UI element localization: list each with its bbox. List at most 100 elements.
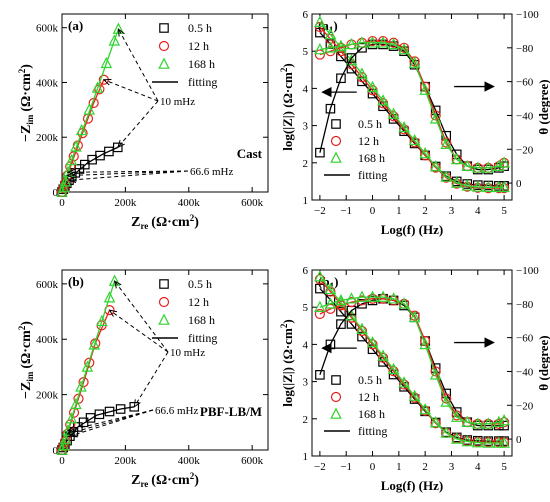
- modulus-point: [440, 426, 452, 438]
- phase-point: [450, 152, 463, 165]
- modulus-fitting-line: [319, 276, 505, 444]
- modulus-point: [346, 312, 357, 323]
- data-point: [57, 181, 70, 193]
- phase-point: [315, 370, 325, 380]
- modulus-point: [408, 389, 421, 401]
- legend-label: fitting: [188, 75, 217, 89]
- data-point: [104, 406, 115, 417]
- y-tick-label: 4: [303, 83, 309, 95]
- x-tick-label: 3: [449, 461, 455, 473]
- y-axis-label-right: θ (degree): [536, 335, 550, 390]
- data-point: [65, 412, 78, 424]
- y-tick-label-right: −40: [516, 110, 534, 122]
- phase-point: [440, 137, 452, 149]
- phase-point: [377, 36, 389, 48]
- phase-point: [398, 297, 410, 309]
- modulus-point: [325, 286, 336, 297]
- modulus-point: [499, 182, 510, 194]
- modulus-point: [388, 111, 399, 122]
- modulus-point: [314, 15, 326, 27]
- data-point: [75, 123, 88, 136]
- modulus-point: [440, 170, 452, 182]
- legend-marker: [159, 279, 169, 289]
- phase-point: [498, 413, 510, 426]
- phase-point: [357, 299, 367, 309]
- phase-point: [314, 42, 326, 55]
- y-tick-label: 0: [53, 445, 59, 457]
- legend-label: 12 h: [358, 390, 379, 404]
- phase-point: [346, 53, 357, 63]
- phase-point: [356, 36, 368, 48]
- modulus-point: [408, 133, 421, 146]
- phase-point: [324, 297, 337, 309]
- modulus-point: [388, 366, 399, 377]
- legend-label: 0.5 h: [358, 373, 382, 387]
- phase-point: [367, 293, 378, 304]
- modulus-point: [498, 180, 510, 193]
- modulus-point: [366, 80, 379, 93]
- modulus-point: [324, 282, 337, 295]
- x-tick-label: −1: [340, 205, 352, 217]
- data-point: [103, 291, 116, 303]
- data-point: [75, 380, 87, 392]
- phase-point: [419, 337, 431, 350]
- x-tick-label: 3: [449, 205, 455, 217]
- x-tick-label: −2: [314, 205, 326, 217]
- y-tick-label: 200k: [36, 132, 59, 144]
- phase-fitting-line: [319, 42, 505, 169]
- annotation-arrow: [69, 170, 189, 180]
- y-tick-label: 2: [303, 158, 309, 170]
- phase-point: [399, 46, 409, 56]
- x-tick-label: 0: [59, 455, 65, 467]
- y-tick-label-right: −100: [516, 265, 539, 277]
- phase-point: [493, 159, 505, 171]
- modulus-point: [315, 283, 325, 294]
- phase-point: [499, 420, 509, 431]
- phase-point: [325, 103, 336, 114]
- y-tick-label: 1: [303, 195, 309, 207]
- modulus-fitting-line: [319, 278, 505, 443]
- phase-fitting-line: [319, 296, 505, 425]
- modulus-point: [387, 107, 400, 119]
- annotation-arrow: [68, 171, 189, 172]
- data-point: [88, 338, 101, 350]
- modulus-point: [461, 179, 474, 191]
- modulus-point: [472, 180, 484, 192]
- modulus-point: [356, 67, 368, 79]
- legend-label: 168 h: [358, 151, 385, 165]
- x-tick-label: 200k: [114, 455, 137, 467]
- legend-marker: [331, 119, 341, 129]
- modulus-point: [336, 306, 346, 317]
- y-axis-label: −Zim(Ω·cm2): [17, 321, 35, 399]
- y-tick-label-right: −80: [516, 43, 534, 55]
- legend-label: 168 h: [188, 57, 215, 71]
- modulus-point: [450, 176, 463, 188]
- x-tick-label: 400k: [178, 455, 201, 467]
- annotation-arrow: [110, 310, 169, 353]
- x-tick-label: 400k: [178, 197, 201, 209]
- legend-marker: [330, 135, 342, 147]
- data-point: [100, 56, 113, 69]
- data-point: [70, 397, 82, 410]
- annotation-label: 10 mHz: [160, 96, 195, 108]
- x-tick-label: 200k: [114, 197, 137, 209]
- phase-point: [356, 290, 368, 302]
- phase-point: [419, 83, 431, 95]
- plot-frame: [61, 269, 269, 451]
- modulus-point: [419, 146, 431, 159]
- y-tick-label: 1: [303, 451, 309, 463]
- y-tick-label: 6: [303, 9, 309, 21]
- modulus-point: [324, 27, 337, 40]
- legend-label: fitting: [358, 424, 387, 438]
- legend-label: 168 h: [358, 407, 385, 421]
- y-tick-label: 3: [303, 377, 309, 389]
- x-tick-label: 0: [370, 461, 376, 473]
- modulus-point: [429, 416, 442, 428]
- annotation-label: 10 mHz: [170, 347, 205, 359]
- modulus-point: [345, 53, 358, 66]
- plot-frame: [311, 269, 513, 457]
- y-tick-label-right: −40: [516, 366, 534, 378]
- phase-point: [315, 147, 325, 158]
- data-point: [80, 159, 90, 170]
- phase-point: [440, 395, 452, 407]
